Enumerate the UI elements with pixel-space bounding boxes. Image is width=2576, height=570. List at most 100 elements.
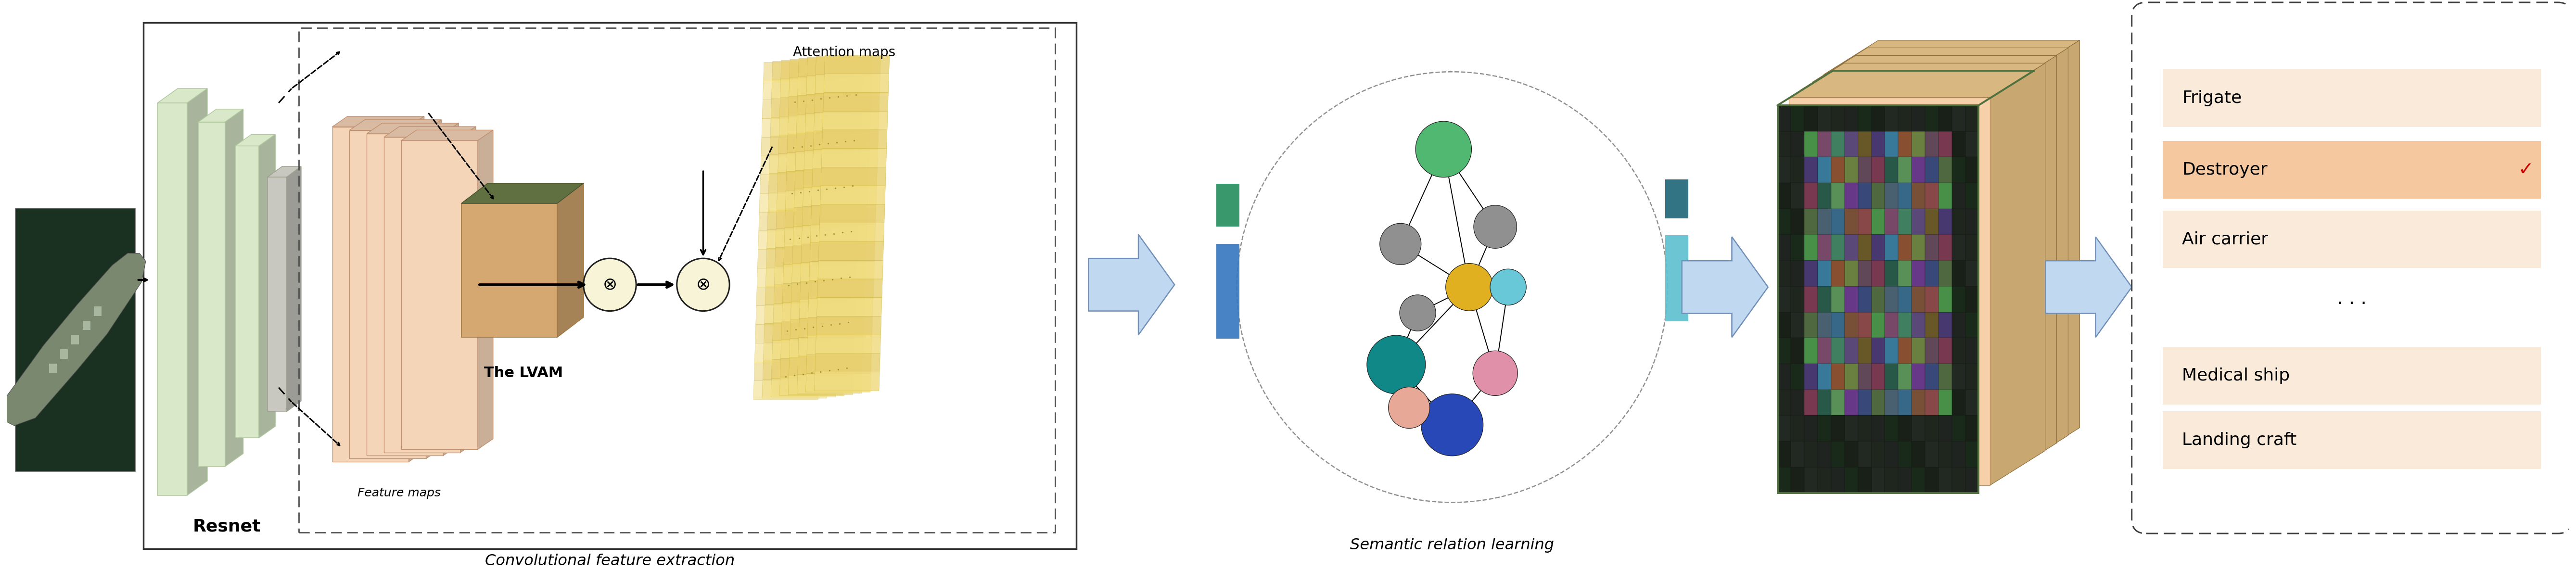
Polygon shape xyxy=(461,127,477,453)
Bar xyxy=(1886,416,1899,441)
Polygon shape xyxy=(1682,237,1767,337)
Bar xyxy=(1899,209,1911,234)
Polygon shape xyxy=(819,186,886,205)
Bar xyxy=(1844,312,1857,338)
Polygon shape xyxy=(755,306,822,324)
Bar xyxy=(1965,234,1978,260)
Polygon shape xyxy=(556,183,585,337)
Bar xyxy=(1819,183,1832,209)
Bar xyxy=(1870,183,1886,209)
Polygon shape xyxy=(443,123,459,455)
Bar xyxy=(1937,312,1953,338)
Bar xyxy=(1857,441,1870,467)
Bar xyxy=(1790,131,1803,157)
Bar xyxy=(1844,183,1857,209)
Bar xyxy=(1965,389,1978,416)
Bar xyxy=(1803,260,1819,286)
Polygon shape xyxy=(799,356,863,374)
Polygon shape xyxy=(286,166,301,412)
Polygon shape xyxy=(760,212,824,231)
Circle shape xyxy=(585,258,636,311)
Bar xyxy=(1886,260,1899,286)
Polygon shape xyxy=(786,153,853,172)
Polygon shape xyxy=(410,116,425,462)
Polygon shape xyxy=(770,80,837,99)
Bar xyxy=(1870,157,1886,183)
Polygon shape xyxy=(366,134,443,455)
Bar xyxy=(1924,105,1937,131)
Polygon shape xyxy=(783,246,850,265)
Bar xyxy=(1911,105,1924,131)
Bar xyxy=(1953,338,1965,364)
Polygon shape xyxy=(804,188,868,206)
Polygon shape xyxy=(811,168,878,187)
Polygon shape xyxy=(757,231,824,250)
Circle shape xyxy=(1388,387,1430,428)
Bar xyxy=(144,22,1077,549)
Text: ⊗: ⊗ xyxy=(603,276,618,293)
Bar xyxy=(1803,467,1819,493)
Polygon shape xyxy=(781,79,845,97)
Polygon shape xyxy=(786,209,850,227)
Polygon shape xyxy=(806,57,873,76)
Bar xyxy=(1953,105,1965,131)
Bar xyxy=(1844,260,1857,286)
Bar xyxy=(1790,105,1803,131)
Polygon shape xyxy=(384,137,461,453)
Bar xyxy=(1777,105,1790,131)
Bar xyxy=(1911,467,1924,493)
Polygon shape xyxy=(778,154,842,173)
Bar xyxy=(1924,416,1937,441)
Polygon shape xyxy=(757,287,822,306)
Polygon shape xyxy=(822,167,886,186)
Bar xyxy=(1844,389,1857,416)
Polygon shape xyxy=(814,93,878,112)
Polygon shape xyxy=(188,88,206,495)
Polygon shape xyxy=(762,81,827,100)
Polygon shape xyxy=(791,320,855,339)
Bar xyxy=(1832,209,1844,234)
Polygon shape xyxy=(817,298,881,316)
Bar xyxy=(1844,416,1857,441)
Bar xyxy=(1937,234,1953,260)
Bar xyxy=(1937,286,1953,312)
Bar xyxy=(1819,209,1832,234)
Polygon shape xyxy=(1991,63,2045,485)
Bar xyxy=(1937,260,1953,286)
Polygon shape xyxy=(788,96,853,115)
Bar xyxy=(1886,312,1899,338)
Bar xyxy=(1953,157,1965,183)
Text: ⊗: ⊗ xyxy=(696,276,711,293)
Circle shape xyxy=(1422,394,1484,456)
Bar xyxy=(1819,312,1832,338)
Bar xyxy=(1803,286,1819,312)
Bar xyxy=(1870,441,1886,467)
Bar xyxy=(1886,441,1899,467)
Polygon shape xyxy=(806,336,873,355)
Bar xyxy=(1953,312,1965,338)
Bar xyxy=(1819,260,1832,286)
Polygon shape xyxy=(757,268,822,287)
Polygon shape xyxy=(765,323,829,342)
Polygon shape xyxy=(824,74,889,92)
Bar xyxy=(1803,183,1819,209)
Polygon shape xyxy=(801,244,866,263)
Text: Landing craft: Landing craft xyxy=(2182,432,2298,449)
Bar xyxy=(1937,209,1953,234)
Polygon shape xyxy=(760,174,824,193)
Bar xyxy=(1924,157,1937,183)
Bar xyxy=(1899,157,1911,183)
Bar xyxy=(1819,105,1832,131)
Polygon shape xyxy=(788,134,853,153)
Polygon shape xyxy=(809,299,873,317)
Bar xyxy=(1819,157,1832,183)
Polygon shape xyxy=(2002,55,2056,478)
Bar xyxy=(1790,234,1803,260)
Bar xyxy=(1911,364,1924,389)
Bar xyxy=(1965,467,1978,493)
Bar xyxy=(1870,416,1886,441)
Bar xyxy=(1937,338,1953,364)
Polygon shape xyxy=(762,361,827,380)
Bar xyxy=(1870,131,1886,157)
Polygon shape xyxy=(157,88,206,103)
